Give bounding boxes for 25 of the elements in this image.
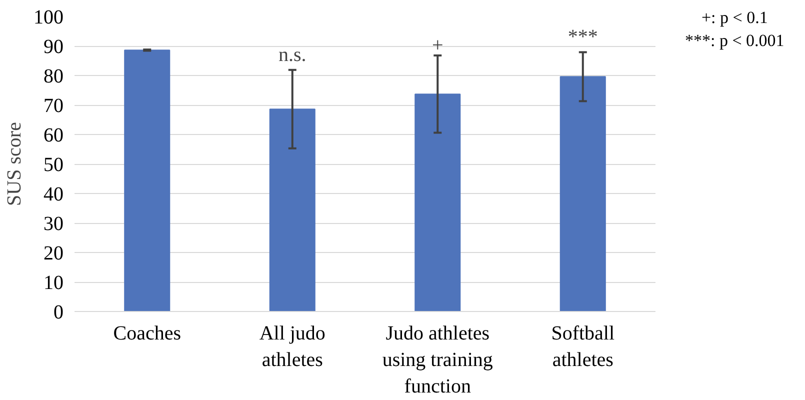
bar [269, 108, 316, 312]
y-tick-label: 60 [44, 124, 64, 146]
y-tick-label: 10 [44, 272, 64, 294]
y-tick-label: 40 [44, 184, 64, 206]
x-tick-label: Softball athletes [551, 322, 615, 371]
annotation: + [432, 34, 444, 56]
bar [414, 94, 461, 312]
bar [124, 50, 170, 312]
y-tick-label: 100 [34, 6, 64, 28]
y-tick-label: 90 [44, 36, 64, 58]
annotation: *** [568, 26, 598, 48]
y-tick-label: 0 [54, 302, 64, 324]
y-axis-title: SUS score [4, 122, 26, 206]
x-tick-label: Judo athletes using training function [382, 322, 493, 398]
text: +: p < 0.1 [701, 8, 768, 27]
x-tick-label: Coaches [113, 322, 182, 344]
annotation: n.s. [278, 44, 306, 66]
y-tick-label: 20 [44, 242, 64, 264]
y-tick-label: 50 [44, 154, 64, 176]
y-tick-label: 30 [44, 213, 64, 235]
y-tick-label: 80 [44, 66, 64, 88]
x-tick-label: All judo athletes [259, 322, 326, 371]
text: ***: p < 0.001 [685, 30, 784, 50]
y-tick-label: 70 [44, 95, 64, 117]
bar [560, 76, 606, 312]
